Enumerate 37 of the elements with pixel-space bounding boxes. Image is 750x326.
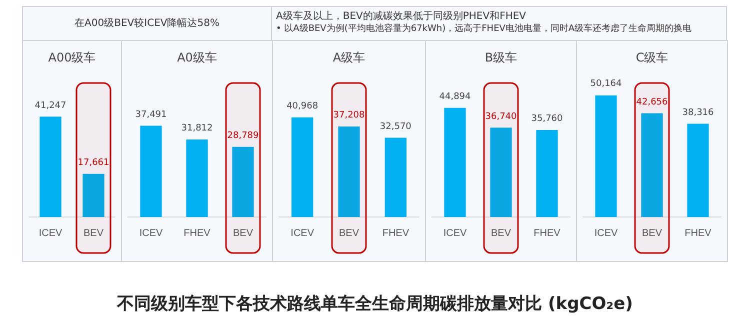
data-label: 17,661 bbox=[78, 158, 110, 168]
text: 在A00级BEV较ICEV降幅达58% bbox=[74, 17, 220, 30]
x-tick-label: ICEV bbox=[290, 228, 314, 239]
data-label: 38,316 bbox=[682, 108, 714, 118]
data-label: 42,656 bbox=[636, 97, 668, 108]
text: • 以A级BEV为例(平均电池容量为67kWh)，远高于FHEV电池电量，同时A级车还考虑了生命周期的换电 bbox=[276, 23, 692, 35]
x-tick-label: FHEV bbox=[184, 228, 211, 239]
x-tick-label: ICEV bbox=[443, 228, 467, 239]
data-label: 37,491 bbox=[135, 110, 167, 120]
x-tick-label: BEV bbox=[83, 228, 104, 239]
data-label: 37,208 bbox=[333, 110, 366, 121]
x-tick-label: BEV bbox=[642, 228, 662, 239]
x-tick-label: ICEV bbox=[38, 228, 62, 239]
x-tick-label: ICEV bbox=[594, 228, 618, 239]
chart-title: C级车 bbox=[636, 50, 668, 64]
x-tick-label: BEV bbox=[490, 228, 512, 239]
x-tick-label: BEV bbox=[232, 228, 254, 239]
data-label: 44,894 bbox=[439, 92, 472, 102]
data-label: 31,812 bbox=[181, 124, 213, 134]
x-tick-label: ICEV bbox=[139, 228, 163, 239]
text: 不同级别车型下各技术路线单车全生命周期碳排放量对比 (kgCO₂e) bbox=[116, 293, 634, 315]
text: A级车及以上，BEV的减碳效果低于同级别PHEV和FHEV bbox=[276, 11, 526, 23]
data-label: 32,570 bbox=[380, 122, 412, 132]
x-tick-label: FHEV bbox=[684, 228, 712, 239]
chart-title: A0级车 bbox=[177, 50, 217, 64]
x-tick-label: BEV bbox=[338, 228, 360, 239]
data-label: 36,740 bbox=[485, 112, 518, 122]
data-label: 50,164 bbox=[590, 79, 622, 90]
x-tick-label: FHEV bbox=[534, 228, 561, 239]
chart-title: A级车 bbox=[332, 50, 366, 64]
data-label: 41,247 bbox=[34, 100, 66, 111]
x-tick-label: FHEV bbox=[382, 228, 410, 239]
data-label: 35,760 bbox=[531, 114, 564, 124]
data-label: 28,789 bbox=[227, 131, 260, 142]
data-label: 40,968 bbox=[286, 102, 318, 112]
chart-title: A00级车 bbox=[48, 50, 96, 64]
chart-title: B级车 bbox=[484, 50, 518, 64]
